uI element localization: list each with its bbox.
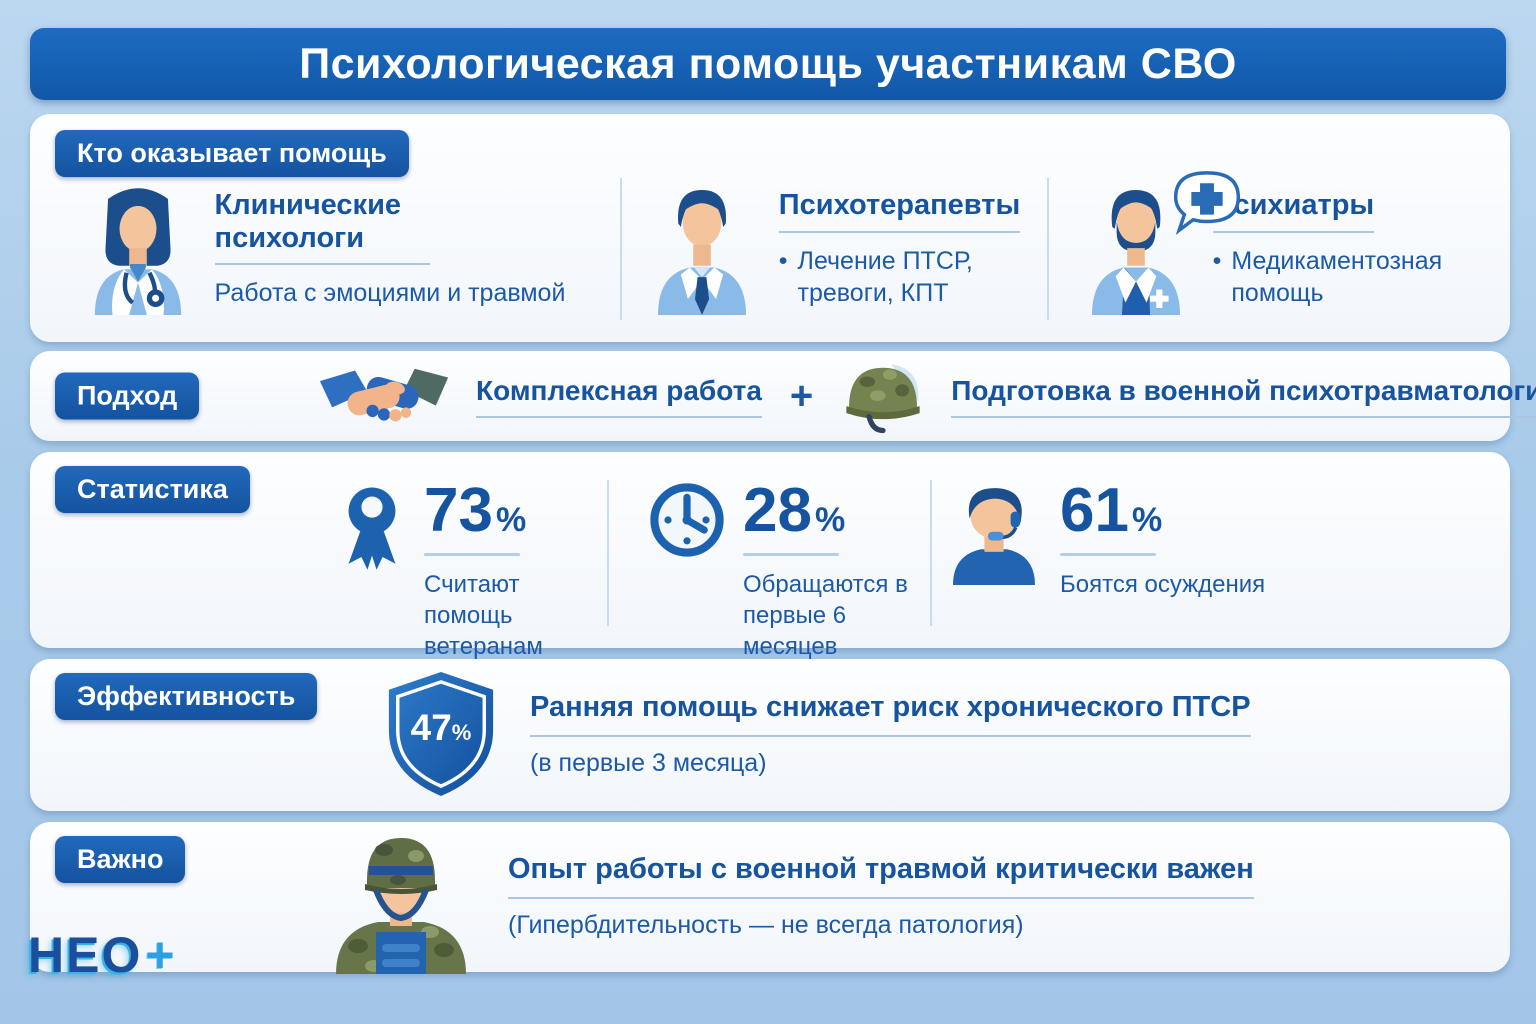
stat-divider	[930, 480, 932, 626]
stats-row: 73% Считают помощь ветеранам приоритетом	[30, 474, 1510, 691]
who-item-desc: • Медикаментозная помощь	[1212, 246, 1443, 307]
section-approach: Подход Комплексная работа +	[30, 351, 1536, 441]
approach-row: Комплексная работа + Подготовка в военно…	[318, 351, 1536, 441]
section-statistics-badge: Статистика	[55, 466, 250, 513]
stat-value: 28%	[743, 476, 846, 545]
stat-label: Обращаются в первые 6 месяцев	[743, 570, 908, 661]
section-important-badge: Важно	[55, 836, 186, 883]
shield-icon: 47%	[382, 669, 500, 799]
section-effectiveness-badge: Эффективность	[55, 673, 318, 720]
handshake-icon	[318, 360, 450, 432]
important-note: (Гипербдительность — не всегда патология…	[508, 910, 1024, 939]
bullet-icon: •	[1212, 246, 1222, 275]
who-item-desc: • Лечение ПТСР, тревоги, КПТ	[778, 246, 973, 307]
stat-text: 61% Боятся осуждения	[1060, 476, 1266, 600]
section-statistics: Статистика 73% Считают помощь в	[30, 452, 1510, 691]
effectiveness-heading: Ранняя помощь снижает риск хронического …	[530, 690, 1251, 737]
male-doctor-icon	[649, 183, 755, 315]
stat-underline	[743, 552, 839, 556]
bearded-doctor-icon	[1083, 171, 1240, 315]
who-item-desc: Работа с эмоциями и травмой	[214, 279, 566, 308]
who-item-psychotherapists: Психотерапевты • Лечение ПТСР, тревоги, …	[622, 166, 1047, 332]
stat-underline	[424, 552, 520, 556]
who-item-text: Клинические психологи Работа с эмоциями …	[214, 189, 566, 310]
section-important: Важно	[30, 822, 1510, 974]
headset-operator-icon	[946, 482, 1042, 585]
important-row: Опыт работы с военной травмой критически…	[326, 828, 1486, 974]
award-ribbon-icon	[338, 482, 406, 573]
stat-divider	[607, 480, 609, 626]
important-text: Опыт работы с военной травмой критически…	[508, 828, 1254, 940]
who-item-title: Клинические психологи	[214, 189, 430, 266]
who-item-text: Психотерапевты • Лечение ПТСР, тревоги, …	[778, 189, 1021, 308]
section-effectiveness: Эффективность 47% Ра	[30, 659, 1510, 811]
effectiveness-text: Ранняя помощь снижает риск хронического …	[530, 690, 1251, 778]
who-item-text: Психиатры • Медикаментозная помощь	[1212, 189, 1477, 308]
shield-value: 47%	[410, 707, 472, 748]
soldier-icon	[326, 828, 476, 974]
column-divider	[1047, 178, 1049, 320]
effectiveness-row: 47% Ранняя помощь снижает риск хроническ…	[382, 669, 1486, 799]
stat-value: 73%	[424, 476, 527, 545]
bullet-icon: •	[778, 246, 788, 275]
stat-underline	[1060, 552, 1156, 556]
approach-training-label: Подготовка в военной психотравматологии	[951, 375, 1536, 418]
stat-fear-judgement: 61% Боятся осуждения	[932, 474, 1510, 632]
medical-cross-bubble-icon	[1167, 169, 1247, 241]
section-who-provides-help: Кто оказывает помощь	[30, 114, 1510, 342]
neo-plus-logo: НЕО+	[28, 927, 177, 983]
plus-icon: +	[789, 373, 814, 418]
page-title: Психологическая помощь участникам СВО	[299, 39, 1237, 88]
stat-first-6-months: 28% Обращаются в первые 6 месяцев	[609, 474, 930, 660]
stat-label: Боятся осуждения	[1060, 570, 1266, 598]
who-item-title: Психотерапевты	[778, 189, 1021, 233]
who-columns: Клинические психологи Работа с эмоциями …	[30, 166, 1510, 332]
effectiveness-note: (в первые 3 месяца)	[530, 748, 767, 777]
section-approach-badge: Подход	[55, 372, 200, 420]
clock-icon	[649, 482, 725, 558]
section-who-badge: Кто оказывает помощь	[55, 130, 409, 177]
military-helmet-icon	[841, 359, 925, 434]
stat-text: 73% Считают помощь ветеранам приоритетом	[424, 476, 607, 694]
stat-value: 61%	[1060, 476, 1163, 545]
important-heading: Опыт работы с военной травмой критически…	[508, 852, 1254, 899]
female-doctor-icon	[85, 183, 191, 315]
stat-veterans-priority: 73% Считают помощь ветеранам приоритетом	[30, 474, 607, 691]
column-divider	[620, 178, 622, 320]
title-banner: Психологическая помощь участникам СВО	[30, 28, 1506, 100]
approach-complex-work-label: Комплексная работа	[476, 375, 762, 418]
stat-text: 28% Обращаются в первые 6 месяцев	[743, 476, 930, 662]
who-item-psychiatrists: Психиатры • Медикаментозная помощь	[1049, 166, 1510, 332]
who-item-clinical-psychologists: Клинические психологи Работа с эмоциями …	[30, 166, 620, 332]
